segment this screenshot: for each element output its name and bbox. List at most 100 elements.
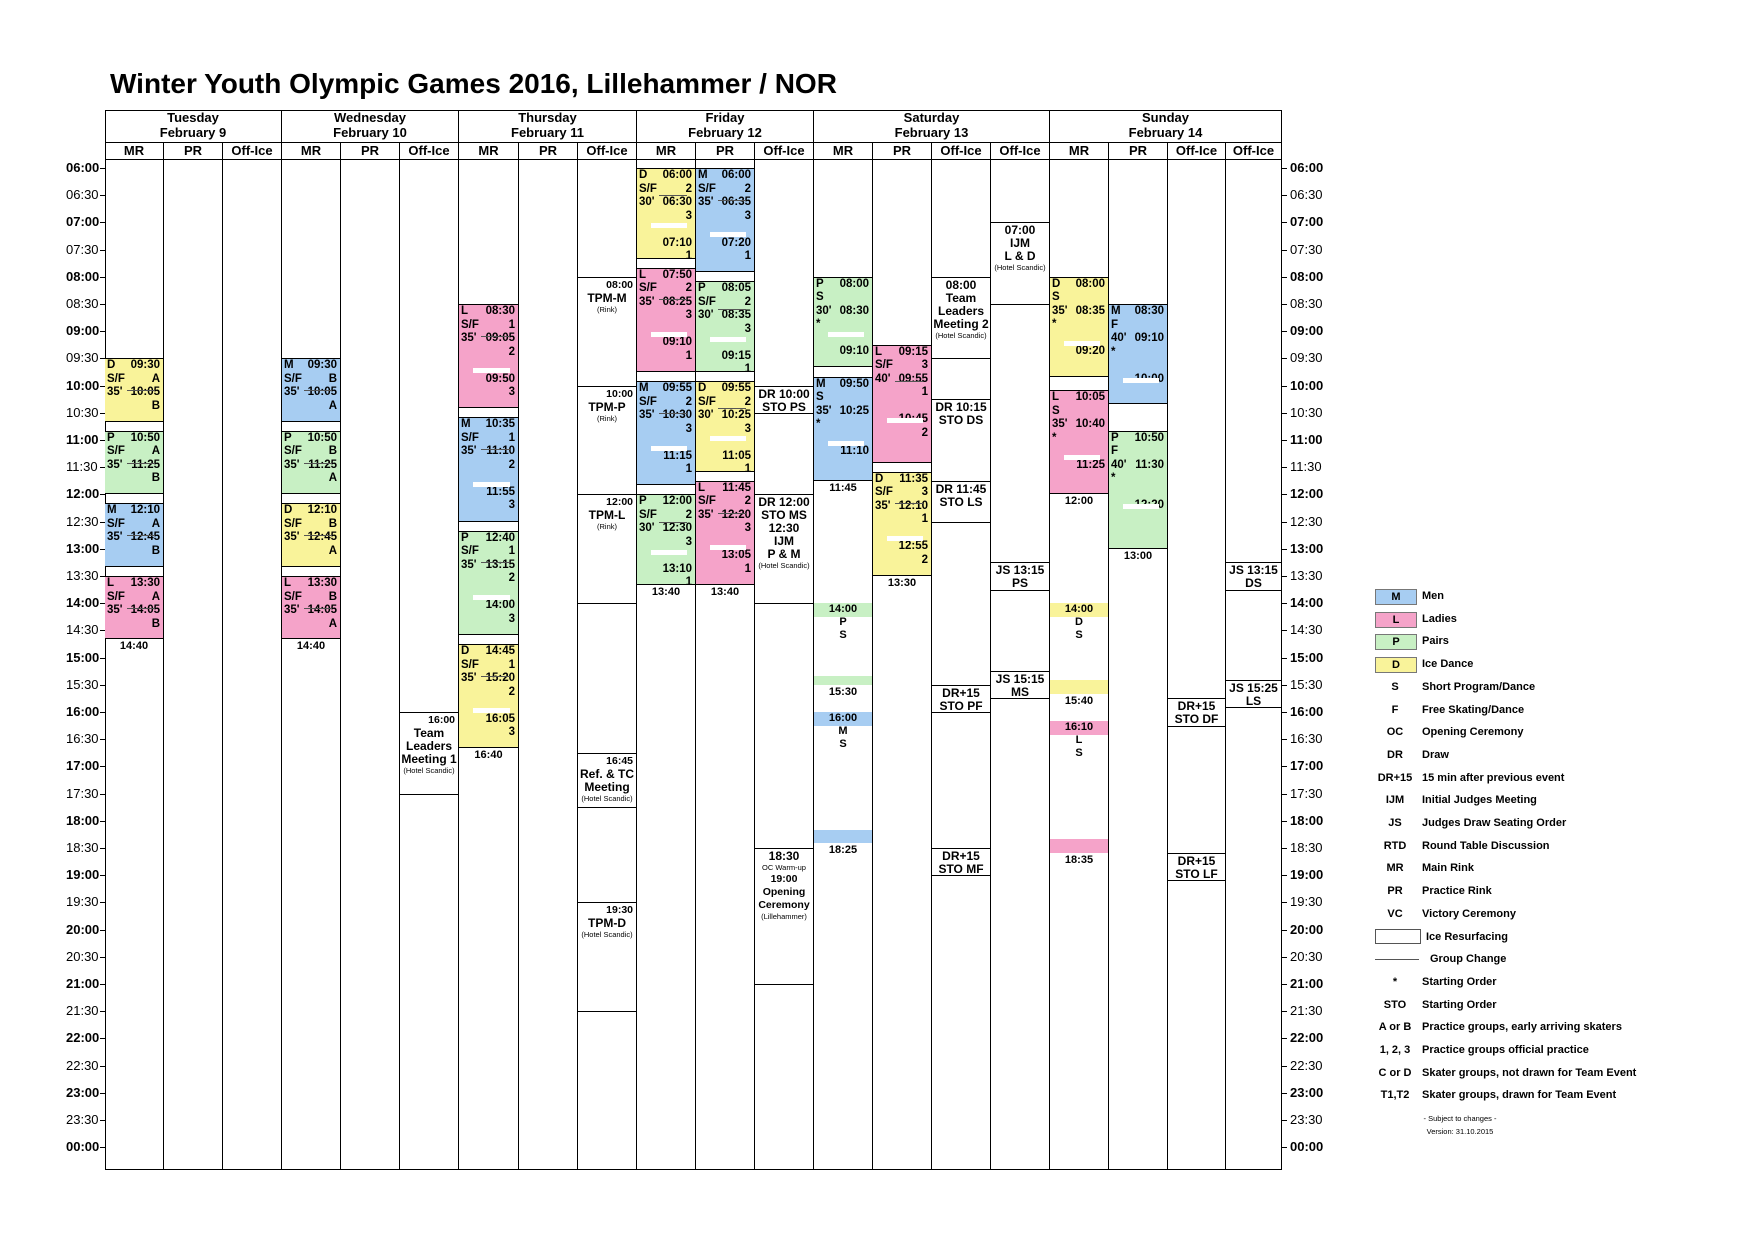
group-change-line [659, 412, 687, 414]
time-label: 10:00 [66, 377, 100, 393]
time-tick [100, 195, 105, 197]
time-tick [100, 984, 105, 985]
end-time: 13:00 [1123, 549, 1153, 562]
time-label: 21:00 [1290, 976, 1324, 991]
time-label: 15:00 [1290, 649, 1324, 665]
block-tag: 40' [1111, 458, 1127, 471]
group-change-line [127, 607, 155, 609]
block-value: 09:50 [485, 372, 515, 385]
event-label: 19:30 [606, 904, 633, 917]
legend-key: IJM [1385, 794, 1405, 807]
day-date: February 12 [688, 125, 762, 140]
group-change-line [304, 390, 332, 392]
block-tag: D [698, 382, 707, 395]
time-label: 10:30 [66, 404, 99, 420]
block-value: 11:25 [1076, 458, 1105, 471]
strip-end-time: 18:25 [828, 844, 858, 857]
block-value: 2 [508, 572, 515, 585]
event-note: (Hotel Scandic) [581, 930, 633, 940]
block-tag: L [461, 305, 469, 317]
column-header: Off-Ice [400, 142, 459, 160]
event-top-line [1168, 852, 1225, 854]
time-label: 20:30 [66, 948, 99, 964]
column-divider [518, 160, 519, 1170]
block-value: 3 [685, 209, 692, 222]
event-note: (Hotel Scandic) [935, 330, 987, 340]
ice-resurfacing-bar [651, 445, 687, 451]
time-tick [100, 793, 105, 795]
block-tag: 35' [461, 445, 477, 458]
column-header: MR [637, 142, 696, 160]
block-tag: S [1052, 291, 1060, 304]
block-value: A [151, 517, 160, 530]
session-block: D 11:35 S/F 3 35' 12:10 1 12:55 2 [873, 471, 931, 576]
legend-key: T1,T2 [1380, 1089, 1410, 1102]
block-value: 1 [744, 363, 751, 372]
ice-resurfacing-bar [828, 332, 864, 338]
column-divider [1167, 160, 1168, 1170]
block-tag: D [107, 359, 116, 372]
end-time: 14:40 [119, 640, 149, 653]
event-top-line [991, 562, 1049, 564]
time-label: 16:00 [66, 704, 100, 719]
block-value: 13:15 [485, 558, 515, 571]
block-value: 1 [685, 349, 692, 362]
block-tag: * [816, 418, 821, 431]
time-label: 20:00 [66, 921, 100, 937]
block-value: 07:50 [662, 268, 692, 281]
session-block: M 06:00 S/F 2 35' 06:35 3 07:20 1 [696, 168, 754, 273]
block-value: 11:15 [663, 449, 692, 462]
group-change-line [659, 299, 687, 301]
legend-text: Free Skating/Dance [1422, 703, 1525, 716]
time-tick [100, 358, 105, 360]
ice-resurfacing-bar [651, 223, 687, 229]
event-note: OC Warm-up [762, 863, 806, 872]
legend-swatch: M [1375, 589, 1417, 605]
event-label: 08:00 [945, 277, 977, 292]
time-tick [1282, 1065, 1287, 1067]
legend-text: Starting Order [1422, 998, 1497, 1011]
day-date: February 13 [894, 125, 969, 140]
column-header: PR [696, 142, 755, 160]
block-value: 12:10 [130, 504, 160, 517]
legend-key: C or D [1378, 1066, 1412, 1079]
event-bottom-line [578, 603, 636, 605]
block-tag: 35' [284, 386, 300, 399]
event-label: TPM-M [587, 290, 627, 305]
block-value: 06:00 [721, 169, 751, 181]
block-tag: M [461, 418, 471, 431]
block-tag: L [1052, 391, 1060, 404]
block-value: 3 [508, 499, 515, 512]
event-label: DR+15 [1177, 699, 1216, 714]
column-divider [813, 160, 814, 1170]
legend-swatch: P [1375, 634, 1417, 651]
time-tick [100, 820, 105, 822]
time-tick [100, 168, 105, 169]
time-tick [1282, 222, 1287, 224]
strip-label: M [838, 725, 848, 737]
block-tag: P [639, 495, 647, 508]
event-label: 16:45 [606, 754, 633, 767]
session-block: P 10:50 S/F B 35' 11:25 A [282, 430, 340, 495]
legend-text: Main Rink [1422, 862, 1474, 875]
session-strip [1050, 721, 1108, 735]
block-value: 11:55 [486, 485, 515, 498]
time-tick [1282, 249, 1287, 251]
block-value: 08:35 [721, 309, 751, 322]
session-strip [814, 829, 872, 844]
legend-text: Draw [1422, 748, 1449, 761]
session-block: P 10:50 S/F A 35' 11:25 B [105, 430, 163, 495]
column-header: Off-Ice [991, 142, 1050, 160]
session-block: M 12:10 S/F A 35' 12:45 B [105, 503, 163, 567]
block-tag: S/F [107, 445, 125, 458]
time-tick [100, 467, 105, 469]
block-value: 07:10 [662, 236, 692, 249]
block-tag: 40' [875, 372, 891, 385]
block-value: 16:05 [485, 712, 515, 725]
time-label: 22:30 [1290, 1057, 1323, 1073]
column-header: Off-Ice [1226, 142, 1282, 160]
time-tick [100, 412, 105, 414]
block-value: 09:10 [839, 345, 869, 358]
day-header: Sunday February 14 [1050, 110, 1282, 142]
